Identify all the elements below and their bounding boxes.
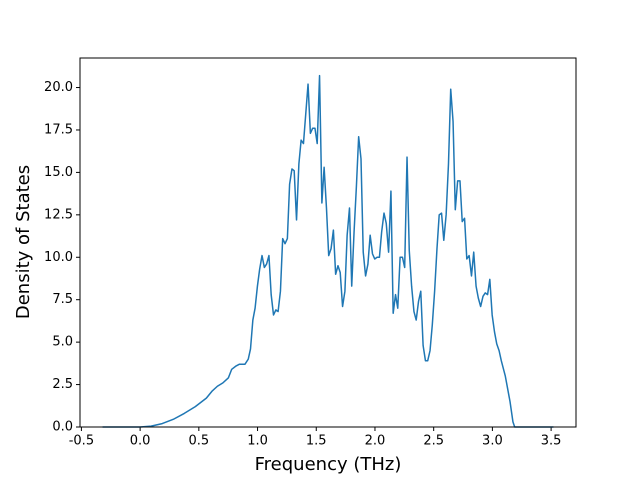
y-axis-label: Density of States [13, 165, 34, 319]
line [102, 74, 554, 428]
x-tick-label: -0.5 [69, 434, 94, 449]
x-tick-label: 2.0 [365, 434, 386, 449]
y-tick-label: 15.0 [44, 165, 73, 180]
y-tick-label: 7.5 [52, 292, 73, 307]
y-tick-label: 0.0 [52, 420, 73, 435]
x-axis-label: Frequency (THz) [255, 454, 402, 475]
x-tick-label: 1.5 [306, 434, 327, 449]
x-tick-label: 2.5 [423, 434, 444, 449]
y-tick-label: 12.5 [44, 207, 73, 222]
x-tick-label: 3.0 [482, 434, 503, 449]
y-tick-label: 10.0 [44, 250, 73, 265]
x-tick-label: 1.0 [247, 434, 268, 449]
x-tick-label: 0.0 [130, 434, 151, 449]
y-tick-label: 5.0 [52, 335, 73, 350]
x-tick-label: 3.5 [541, 434, 562, 449]
y-tick-label: 20.0 [44, 80, 73, 95]
y-tick-label: 17.5 [44, 122, 73, 137]
plot-frame [79, 57, 577, 428]
y-tick-label: 2.5 [52, 377, 73, 392]
x-tick-label: 0.5 [188, 434, 209, 449]
